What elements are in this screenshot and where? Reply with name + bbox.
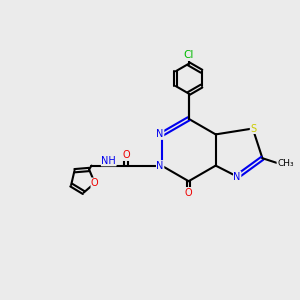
Text: N: N [233, 172, 241, 182]
Text: N: N [156, 129, 164, 140]
Text: Cl: Cl [184, 50, 194, 61]
Text: O: O [185, 188, 193, 197]
Text: NH: NH [101, 156, 116, 166]
Text: N: N [156, 160, 164, 171]
Text: O: O [122, 151, 130, 160]
Text: O: O [91, 178, 99, 188]
Text: CH₃: CH₃ [277, 159, 294, 168]
Text: S: S [250, 124, 256, 134]
